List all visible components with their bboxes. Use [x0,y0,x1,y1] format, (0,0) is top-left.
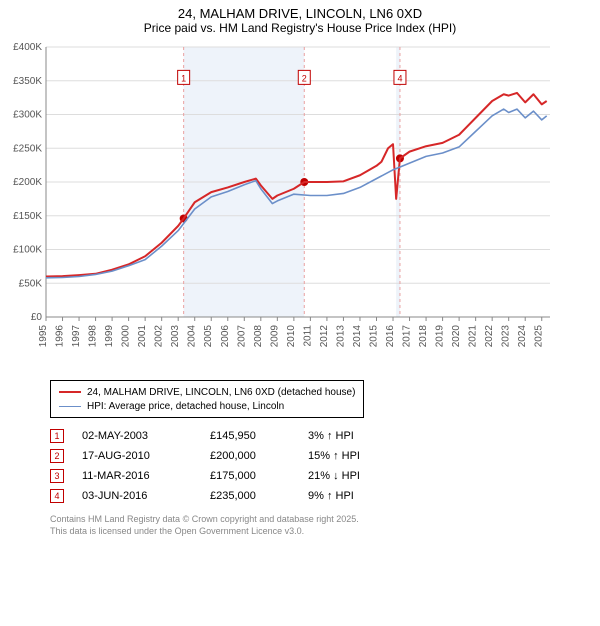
chart-area: £0 £50K £100K £150K £200K £250K £300K £350K £400… [0,39,600,374]
svg-text:£350K: £350K [13,76,42,87]
svg-text:2021: 2021 [468,325,479,348]
svg-text:2024: 2024 [517,325,528,348]
svg-text:£0: £0 [31,312,43,323]
chart-title: 24, MALHAM DRIVE, LINCOLN, LN6 0XD [0,6,600,21]
transaction-diff: 9% ↑ HPI [308,490,354,502]
svg-text:2000: 2000 [121,325,132,348]
svg-text:1: 1 [181,73,186,83]
svg-text:1995: 1995 [38,325,49,348]
svg-text:2018: 2018 [418,325,429,348]
transaction-diff: 15% ↑ HPI [308,450,360,462]
chart-svg: £0 £50K £100K £150K £200K £250K £300K £350K £400… [0,39,560,369]
svg-text:£150K: £150K [13,211,42,222]
svg-text:1998: 1998 [88,325,99,348]
chart-subtitle: Price paid vs. HM Land Registry's House … [0,21,600,35]
svg-text:2016: 2016 [385,325,396,348]
transaction-row: 1 02-MAY-2003 £145,950 3% ↑ HPI [50,426,600,446]
transaction-row: 4 03-JUN-2016 £235,000 9% ↑ HPI [50,486,600,506]
transaction-marker: 3 [50,469,64,483]
svg-text:2013: 2013 [335,325,346,348]
svg-text:2009: 2009 [269,325,280,348]
svg-text:2002: 2002 [154,325,165,348]
svg-text:4: 4 [397,73,402,83]
legend-label: 24, MALHAM DRIVE, LINCOLN, LN6 0XD (deta… [87,387,355,398]
svg-text:2004: 2004 [187,325,198,348]
transaction-row: 2 17-AUG-2010 £200,000 15% ↑ HPI [50,446,600,466]
svg-text:2006: 2006 [220,325,231,348]
svg-text:1997: 1997 [71,325,82,348]
svg-text:2003: 2003 [170,325,181,348]
svg-text:2007: 2007 [236,325,247,348]
footer-line-2: This data is licensed under the Open Gov… [50,526,600,538]
transaction-date: 02-MAY-2003 [82,430,192,442]
transaction-date: 17-AUG-2010 [82,450,192,462]
svg-text:2014: 2014 [352,325,363,348]
footer: Contains HM Land Registry data © Crown c… [50,514,600,537]
svg-text:2: 2 [302,73,307,83]
transaction-diff: 3% ↑ HPI [308,430,354,442]
transactions-table: 1 02-MAY-2003 £145,950 3% ↑ HPI 2 17-AUG-2010… [50,426,600,506]
legend-swatch [59,406,81,407]
svg-text:1996: 1996 [55,325,66,348]
svg-text:£100K: £100K [13,245,42,256]
svg-text:£200K: £200K [13,177,42,188]
svg-text:2017: 2017 [402,325,413,348]
svg-text:2008: 2008 [253,325,264,348]
svg-text:2010: 2010 [286,325,297,348]
legend-swatch [59,391,81,393]
transaction-marker: 2 [50,449,64,463]
svg-text:2005: 2005 [203,325,214,348]
svg-text:2001: 2001 [137,325,148,348]
svg-text:2022: 2022 [484,325,495,348]
legend-label: HPI: Average price, detached house, Linc… [87,401,284,412]
svg-text:1999: 1999 [104,325,115,348]
legend: 24, MALHAM DRIVE, LINCOLN, LN6 0XD (deta… [50,380,364,418]
svg-text:£250K: £250K [13,143,42,154]
transaction-price: £200,000 [210,450,290,462]
footer-line-1: Contains HM Land Registry data © Crown c… [50,514,600,526]
svg-text:2012: 2012 [319,325,330,348]
transaction-date: 03-JUN-2016 [82,490,192,502]
svg-text:£300K: £300K [13,110,42,121]
svg-text:2011: 2011 [302,325,313,347]
transaction-diff: 21% ↓ HPI [308,470,360,482]
transaction-price: £175,000 [210,470,290,482]
svg-text:£400K: £400K [13,42,42,53]
svg-text:2020: 2020 [451,325,462,348]
transaction-row: 3 11-MAR-2016 £175,000 21% ↓ HPI [50,466,600,486]
legend-item: HPI: Average price, detached house, Linc… [59,399,355,413]
svg-text:£50K: £50K [19,278,43,289]
legend-item: 24, MALHAM DRIVE, LINCOLN, LN6 0XD (deta… [59,385,355,399]
svg-text:2019: 2019 [435,325,446,348]
svg-text:2025: 2025 [534,325,545,348]
svg-text:2015: 2015 [368,325,379,348]
page: 24, MALHAM DRIVE, LINCOLN, LN6 0XD Price… [0,6,600,626]
transaction-price: £235,000 [210,490,290,502]
transaction-price: £145,950 [210,430,290,442]
transaction-marker: 1 [50,429,64,443]
transaction-marker: 4 [50,489,64,503]
transaction-date: 11-MAR-2016 [82,470,192,482]
svg-text:2023: 2023 [501,325,512,348]
